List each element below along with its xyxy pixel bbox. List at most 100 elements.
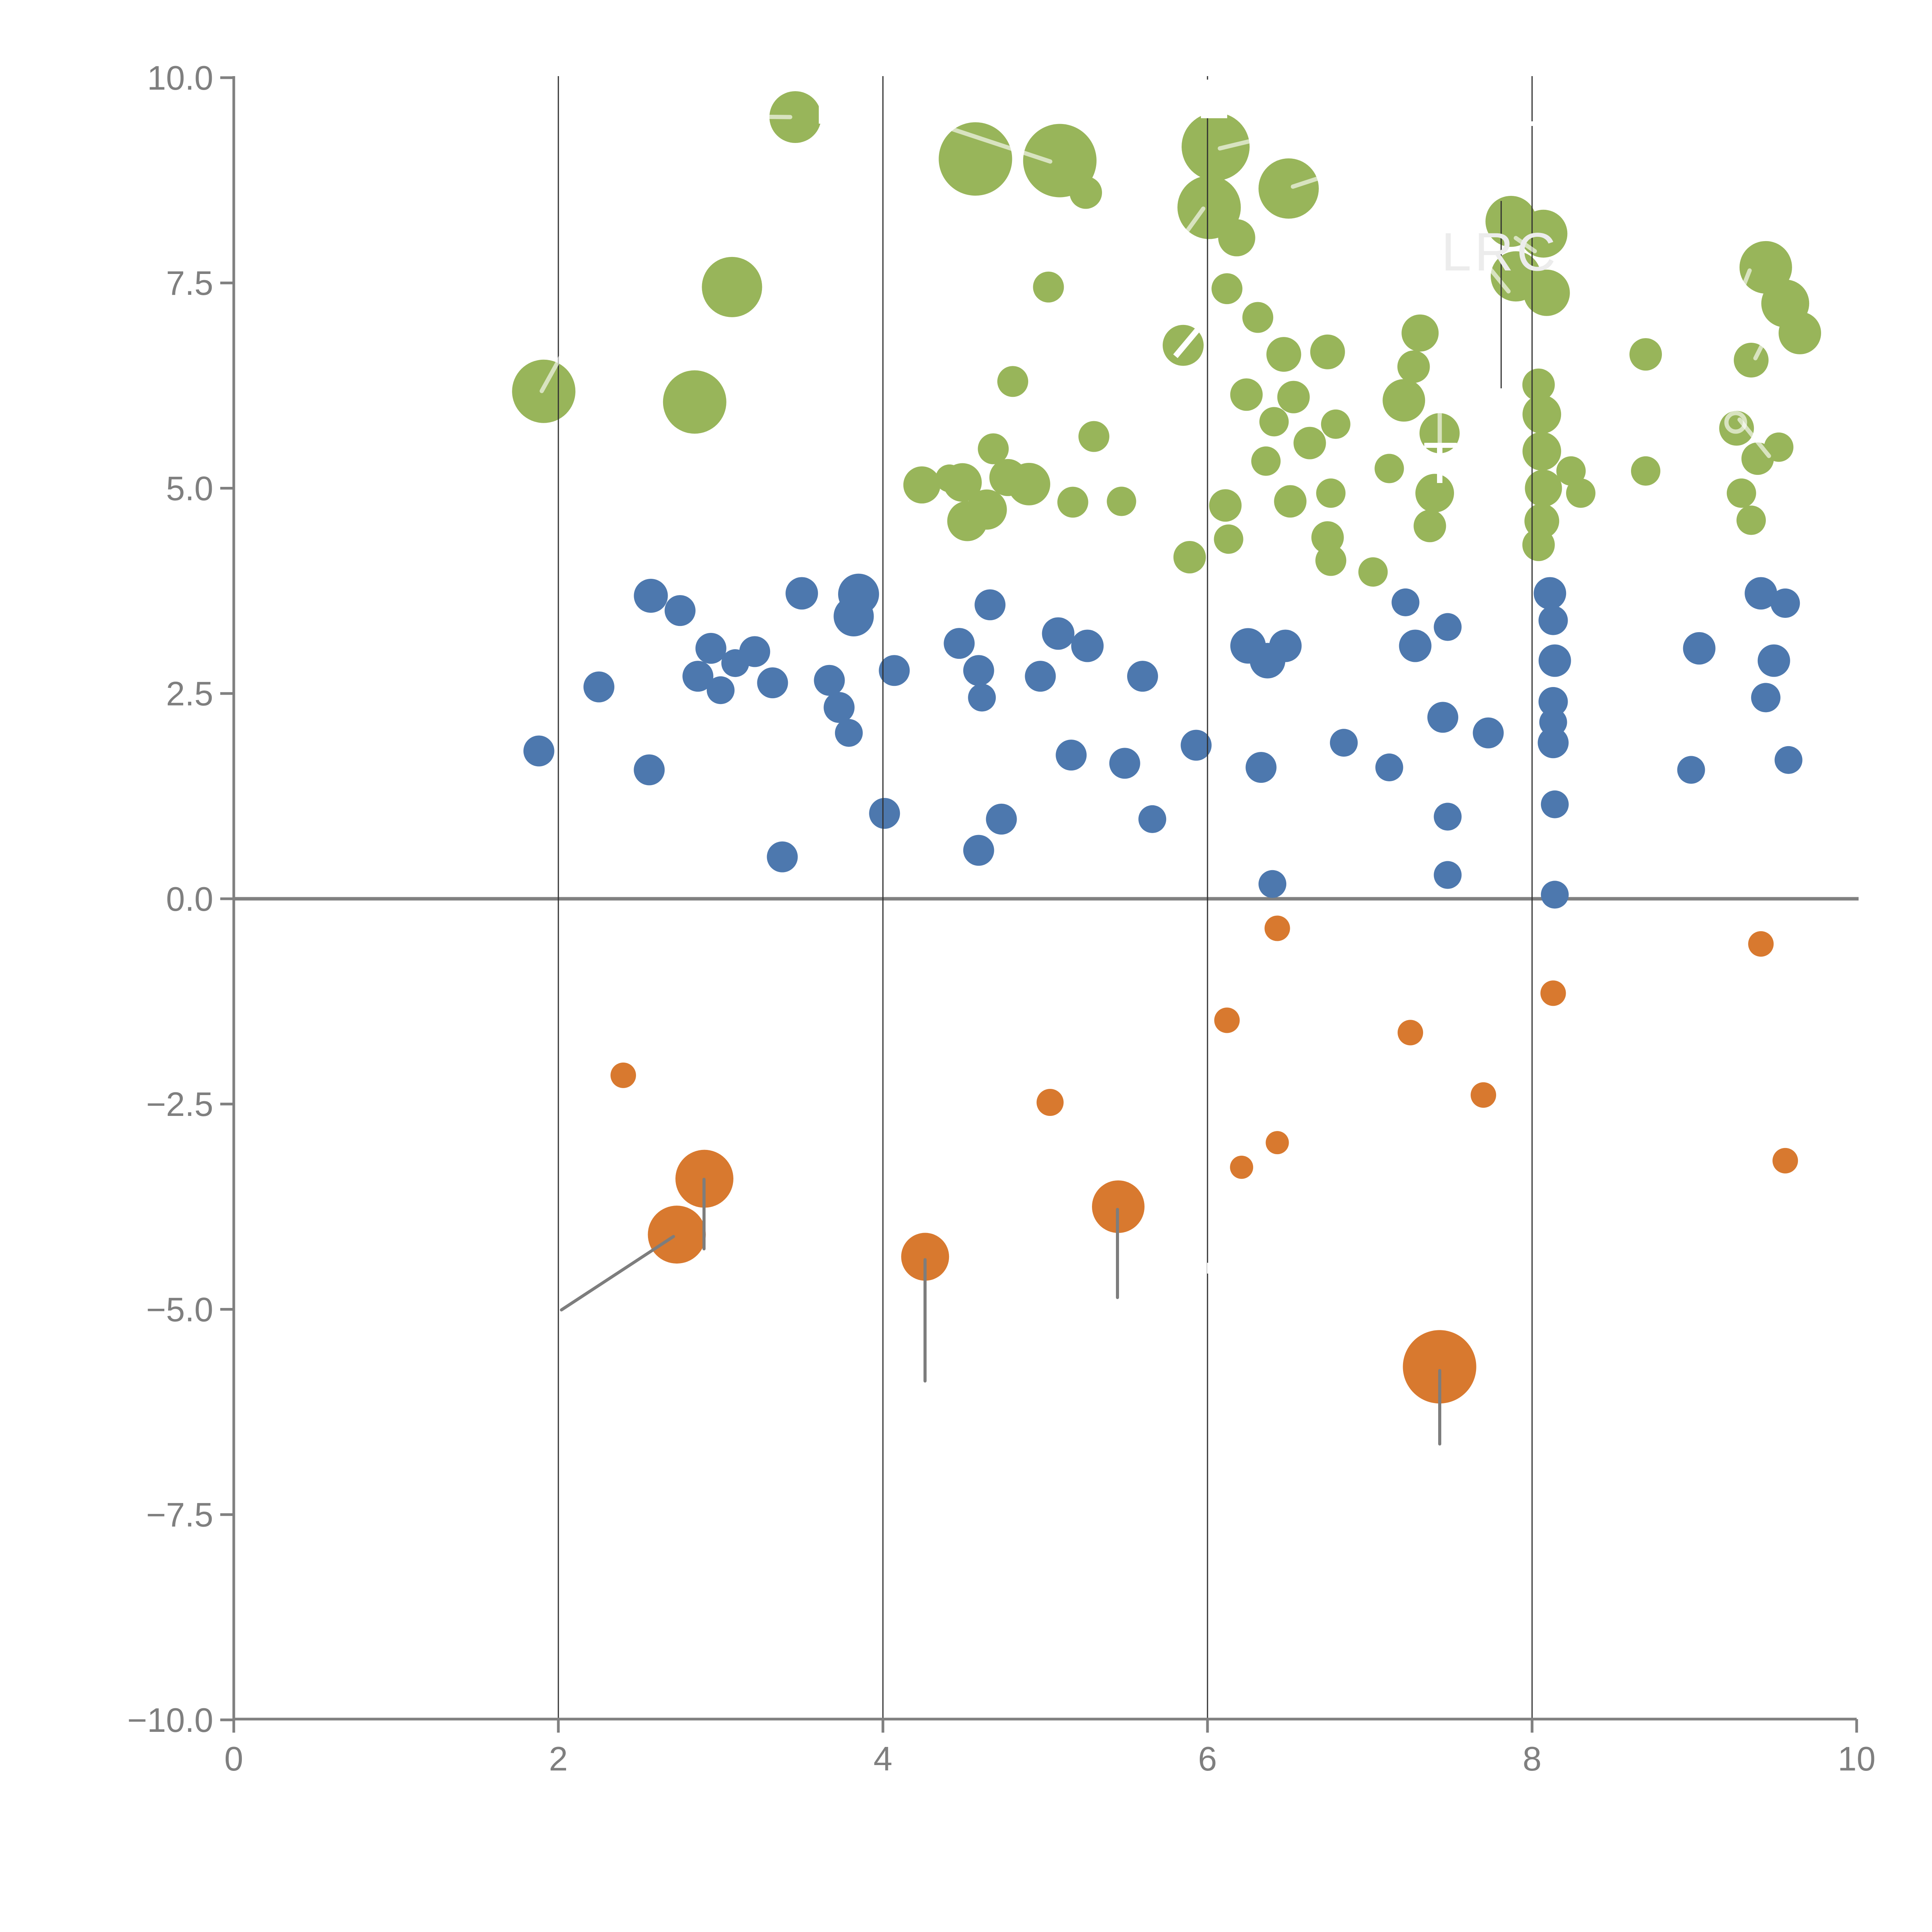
data-point-green xyxy=(1242,302,1274,333)
data-point-green xyxy=(947,501,988,541)
data-point-blue xyxy=(1538,644,1571,677)
data-point-green xyxy=(1383,379,1425,422)
x-tick-label: 4 xyxy=(874,1740,893,1778)
data-point-green xyxy=(1734,343,1769,378)
x-tick-label: 0 xyxy=(224,1740,243,1778)
data-point-green xyxy=(769,91,821,143)
light-overlay-stroke xyxy=(1736,268,1752,302)
data-point-blue xyxy=(1770,588,1800,618)
data-point-green xyxy=(1057,486,1088,518)
light-overlay-stroke xyxy=(1753,325,1773,361)
data-point-blue xyxy=(1127,661,1158,692)
y-tick-label: 0.0 xyxy=(166,880,213,918)
data-point-green xyxy=(1522,395,1561,434)
white-glyph-fragment xyxy=(1437,473,1442,483)
data-point-orange xyxy=(1214,1007,1240,1033)
data-point-orange xyxy=(648,1206,706,1264)
data-point-blue xyxy=(665,595,696,626)
data-point-green xyxy=(1266,337,1301,372)
gray-stem-line xyxy=(560,1235,675,1311)
light-overlay-stroke xyxy=(539,354,563,393)
data-point-green xyxy=(1522,432,1561,471)
data-point-blue xyxy=(1434,613,1462,641)
data-point-green xyxy=(1315,545,1347,576)
y-tick-label: 7.5 xyxy=(166,264,213,302)
data-point-green xyxy=(1779,311,1821,354)
data-point-blue xyxy=(986,803,1017,835)
data-point-orange xyxy=(1748,931,1774,957)
data-point-blue xyxy=(1757,644,1790,677)
data-point-green xyxy=(1374,454,1404,483)
data-point-blue xyxy=(1538,605,1568,635)
data-point-blue xyxy=(1056,740,1087,771)
y-tick-label: −2.5 xyxy=(146,1085,213,1123)
light-overlay-stroke xyxy=(1218,139,1251,151)
data-point-green xyxy=(1321,409,1350,439)
data-point-green xyxy=(1211,273,1243,304)
data-point-green xyxy=(1277,381,1310,413)
data-point-green xyxy=(1726,478,1756,508)
data-point-green xyxy=(1631,456,1660,486)
data-point-green xyxy=(1764,432,1794,462)
data-point-blue xyxy=(767,841,798,872)
data-point-blue xyxy=(1677,756,1705,784)
data-point-orange xyxy=(1403,1330,1476,1404)
data-point-green xyxy=(1182,112,1250,181)
data-point-blue xyxy=(1473,717,1504,748)
data-point-blue xyxy=(1375,753,1403,781)
data-point-green xyxy=(1274,485,1307,518)
annotation-text: LRC xyxy=(1441,221,1559,282)
data-point-blue xyxy=(1751,683,1781,713)
data-point-blue xyxy=(634,754,665,786)
data-point-green xyxy=(1078,421,1109,452)
data-point-blue xyxy=(1138,805,1167,833)
data-point-blue xyxy=(523,735,554,767)
data-point-orange xyxy=(1772,1148,1798,1173)
white-glyph-fragment xyxy=(561,291,564,303)
data-point-orange xyxy=(1471,1082,1496,1108)
light-overlay-stroke xyxy=(1487,266,1511,294)
data-point-green xyxy=(1522,529,1555,561)
data-point-blue xyxy=(682,661,714,692)
data-point-green xyxy=(1316,478,1346,508)
data-point-blue xyxy=(1071,629,1104,662)
data-point-blue xyxy=(1109,748,1140,779)
light-overlay-ring xyxy=(1724,411,1747,434)
data-point-green xyxy=(1523,269,1570,316)
data-point-green xyxy=(1358,557,1388,587)
light-overlay-stroke xyxy=(1184,206,1206,235)
data-point-blue xyxy=(835,719,863,747)
y-tick-label: −5.0 xyxy=(146,1290,213,1328)
data-point-blue xyxy=(1025,661,1056,692)
data-point-orange xyxy=(1264,915,1290,941)
data-point-green xyxy=(978,433,1009,464)
data-point-green xyxy=(939,122,1012,196)
data-point-orange xyxy=(1036,1089,1064,1116)
data-point-blue xyxy=(823,692,855,723)
data-point-green xyxy=(1230,378,1263,411)
data-point-green xyxy=(1736,505,1766,535)
white-glyph-fragment xyxy=(1201,80,1227,118)
data-point-green xyxy=(903,466,940,503)
data-point-blue xyxy=(786,577,818,610)
data-point-blue xyxy=(1259,870,1286,898)
data-point-blue xyxy=(1434,861,1462,889)
data-point-blue xyxy=(739,636,770,667)
data-point-green xyxy=(1556,456,1586,486)
white-glyph-fragment xyxy=(560,308,563,322)
light-overlay-stroke xyxy=(947,126,1053,164)
data-point-blue xyxy=(879,655,910,686)
y-tick-label: 2.5 xyxy=(166,675,213,713)
x-tick-label: 10 xyxy=(1838,1740,1876,1778)
data-point-blue xyxy=(869,798,900,829)
data-point-blue xyxy=(1774,746,1803,774)
data-point-blue xyxy=(757,667,788,699)
data-point-orange xyxy=(901,1233,949,1281)
y-tick-label: 5.0 xyxy=(166,469,213,507)
data-point-blue xyxy=(1391,588,1420,616)
data-point-orange xyxy=(1398,1020,1423,1046)
data-point-orange xyxy=(1265,1131,1289,1155)
data-point-blue xyxy=(833,596,874,636)
data-point-green xyxy=(1525,469,1562,507)
